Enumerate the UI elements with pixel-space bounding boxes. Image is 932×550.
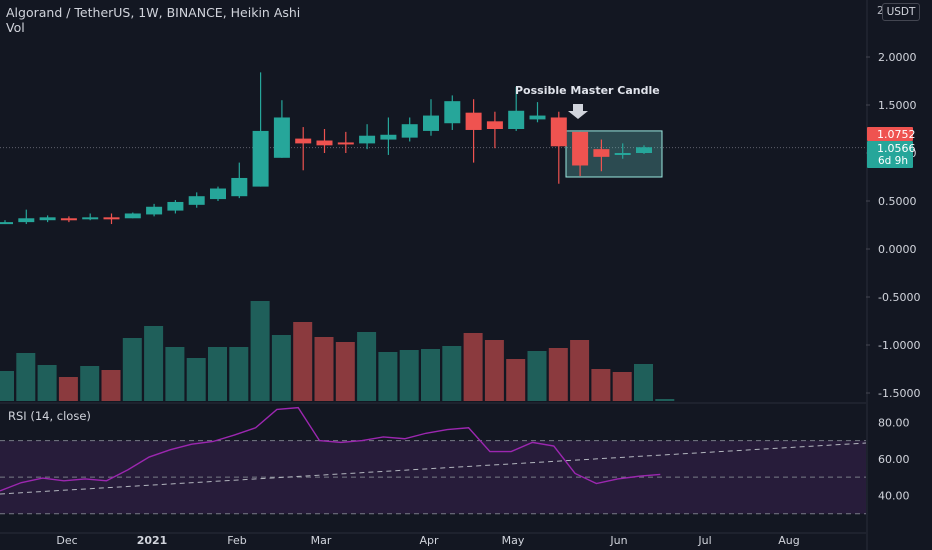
- candle-body: [0, 222, 13, 225]
- candle-body: [465, 112, 482, 130]
- volume-bar: [570, 340, 590, 401]
- volume-bar: [548, 348, 568, 401]
- time-tick-label: Mar: [311, 534, 332, 547]
- candle-body: [273, 117, 290, 158]
- volume-bar: [634, 364, 653, 401]
- price-tick-label: 2.0000: [878, 51, 917, 64]
- rsi-tick-label: 60.00: [878, 453, 910, 466]
- volume-bar: [421, 349, 440, 401]
- price-tick-label: -1.0000: [878, 339, 920, 352]
- volume-bar: [58, 377, 78, 401]
- volume-bar: [229, 347, 249, 401]
- candle-body: [593, 149, 610, 157]
- candle-body: [550, 117, 567, 147]
- volume-bar: [335, 342, 355, 401]
- volume-bar: [612, 372, 632, 401]
- volume-bar: [122, 338, 142, 401]
- candle-body: [18, 218, 35, 223]
- candle-body: [167, 201, 184, 211]
- candle-body: [231, 177, 248, 197]
- time-tick-label: Dec: [56, 534, 77, 547]
- annotation-label: Possible Master Candle: [515, 84, 660, 97]
- volume-bar: [144, 326, 164, 401]
- volume-bar: [378, 352, 398, 401]
- volume-bar: [527, 351, 547, 401]
- axis-top-tick: 2: [877, 5, 884, 17]
- time-tick-label: Feb: [227, 534, 246, 547]
- volume-bar: [357, 332, 377, 401]
- ref-price-label: 1.0752: [877, 128, 916, 141]
- candle-body: [636, 147, 652, 153]
- current-price-badge: [867, 141, 913, 168]
- candle-body: [423, 115, 439, 131]
- candle-body: [252, 130, 269, 187]
- candle-body: [316, 140, 333, 146]
- volume-bar: [165, 347, 185, 401]
- volume-bar: [463, 333, 483, 401]
- price-tick-label: -0.5000: [878, 291, 920, 304]
- price-tick-label: 0.0000: [878, 243, 917, 256]
- volume-bar: [0, 371, 14, 401]
- candle-body: [146, 206, 163, 215]
- candle-body: [614, 153, 631, 155]
- candle-body: [401, 124, 418, 138]
- candle-body: [103, 217, 120, 220]
- ref-price-badge: [867, 127, 913, 141]
- time-tick-label: Jul: [697, 534, 711, 547]
- volume-bar: [208, 347, 227, 401]
- candle-body: [60, 218, 77, 221]
- volume-bar: [16, 353, 36, 401]
- price-tick-label: -1.5000: [878, 387, 920, 400]
- candle-body: [486, 121, 503, 129]
- time-tick-label: 2021: [137, 534, 168, 547]
- candle-body: [210, 188, 226, 200]
- candle-body: [572, 131, 589, 166]
- volume-label[interactable]: Vol: [6, 20, 25, 35]
- time-tick-label: May: [502, 534, 525, 547]
- candle-body: [380, 134, 397, 140]
- candle-body: [124, 213, 141, 219]
- chart-header: Algorand / TetherUS, 1W, BINANCE, Heikin…: [6, 5, 300, 35]
- volume-bar: [293, 322, 313, 401]
- candle-body: [337, 142, 354, 145]
- volume-bar: [506, 359, 526, 401]
- symbol-title[interactable]: Algorand / TetherUS, 1W, BINANCE, Heikin…: [6, 5, 301, 20]
- volume-bar: [37, 365, 57, 401]
- candle-body: [444, 101, 461, 124]
- candle-countdown-label: 6d 9h: [878, 155, 908, 167]
- rsi-tick-label: 40.00: [878, 489, 910, 502]
- candle-body: [295, 138, 312, 144]
- time-tick-label: Aug: [778, 534, 799, 547]
- current-price-label: 1.0566: [877, 142, 916, 155]
- rsi-tick-label: 80.00: [878, 416, 910, 429]
- currency-badge[interactable]: USDT: [882, 3, 920, 21]
- time-tick-label: Apr: [419, 534, 439, 547]
- volume-bar: [271, 335, 291, 401]
- rsi-label[interactable]: RSI (14, close): [8, 409, 91, 423]
- candle-body: [188, 196, 205, 205]
- time-tick-label: Jun: [609, 534, 627, 547]
- down-arrow-icon: [568, 104, 588, 119]
- volume-bar: [655, 399, 675, 401]
- rsi-trend-line: [0, 442, 867, 495]
- rsi-line: [0, 406, 661, 492]
- volume-bar: [250, 301, 270, 401]
- candle-body: [359, 135, 376, 144]
- candle-body: [508, 110, 525, 129]
- volume-bar: [186, 358, 206, 401]
- candle-body: [39, 217, 56, 221]
- candle-body: [529, 115, 546, 120]
- price-tick-label: 0.5000: [878, 195, 917, 208]
- volume-bar: [80, 366, 100, 401]
- volume-bar: [314, 337, 334, 401]
- volume-bar: [101, 370, 121, 401]
- volume-bar: [484, 340, 504, 401]
- volume-bar: [591, 369, 611, 401]
- candle-body: [82, 217, 99, 220]
- price-tick-label: 1.5000: [878, 99, 917, 112]
- volume-bar: [399, 350, 419, 401]
- volume-bar: [442, 346, 462, 401]
